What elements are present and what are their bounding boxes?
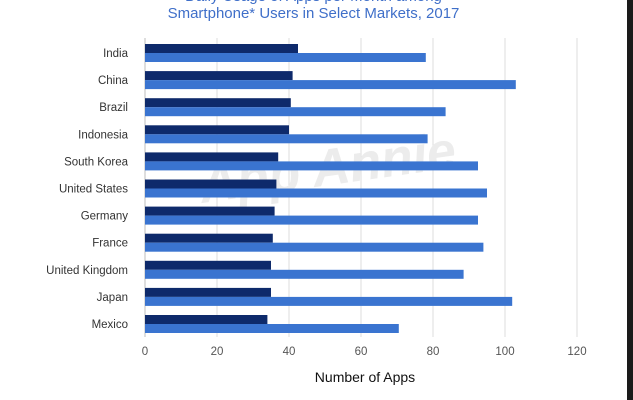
bar-series-2 bbox=[145, 107, 446, 117]
bar-series-1 bbox=[145, 125, 289, 135]
bar-series-2 bbox=[145, 296, 513, 306]
bar-series-2 bbox=[145, 80, 516, 90]
category-label: United Kingdom bbox=[46, 265, 128, 277]
bar-series-1 bbox=[145, 152, 279, 162]
bar-series-2 bbox=[145, 134, 428, 144]
bar-series-1 bbox=[145, 315, 268, 324]
category-label: United States bbox=[59, 184, 128, 196]
category-label: Mexico bbox=[92, 319, 128, 331]
category-label: Brazil bbox=[99, 102, 128, 114]
x-tick-label: 100 bbox=[495, 346, 514, 358]
bar-series-2 bbox=[145, 53, 426, 62]
bars-group bbox=[145, 44, 516, 333]
x-axis-label: Number of Apps bbox=[315, 369, 415, 385]
window-edge bbox=[627, 0, 633, 400]
category-label: China bbox=[98, 75, 129, 87]
x-tick-label: 80 bbox=[427, 346, 440, 358]
category-labels: India China Brazil Indonesia South Korea Unit… bbox=[46, 48, 128, 331]
bar-series-1 bbox=[145, 206, 275, 216]
chart-title-clipped: Daily Usage of Apps per Month among bbox=[0, 0, 627, 8]
x-tick-label: 40 bbox=[283, 346, 296, 358]
bar-series-1 bbox=[145, 44, 298, 53]
x-tick-label: 120 bbox=[567, 346, 586, 358]
bar-series-1 bbox=[145, 98, 291, 108]
bar-series-1 bbox=[145, 260, 271, 270]
bar-series-1 bbox=[145, 233, 273, 243]
x-tick-labels: 0 20 40 60 80 100 120 bbox=[142, 346, 587, 358]
chart-title: Smartphone* Users in Select Markets, 201… bbox=[167, 5, 460, 22]
category-label: France bbox=[92, 238, 128, 250]
bar-series-1 bbox=[145, 179, 277, 189]
x-tick-label: 60 bbox=[355, 346, 368, 358]
bar-series-2 bbox=[145, 269, 464, 279]
bar-series-2 bbox=[145, 215, 478, 225]
bar-series-1 bbox=[145, 287, 271, 297]
bar-series-1 bbox=[145, 71, 293, 81]
category-label: India bbox=[103, 48, 129, 60]
bar-series-2 bbox=[145, 324, 399, 333]
category-label: Germany bbox=[81, 211, 129, 223]
x-tick-label: 20 bbox=[211, 346, 224, 358]
bar-series-2 bbox=[145, 161, 478, 171]
category-label: Japan bbox=[97, 292, 128, 304]
bar-series-2 bbox=[145, 188, 487, 198]
x-tick-label: 0 bbox=[142, 346, 148, 358]
category-label: Indonesia bbox=[78, 129, 128, 141]
category-label: South Korea bbox=[64, 156, 129, 168]
bar-series-2 bbox=[145, 242, 484, 252]
